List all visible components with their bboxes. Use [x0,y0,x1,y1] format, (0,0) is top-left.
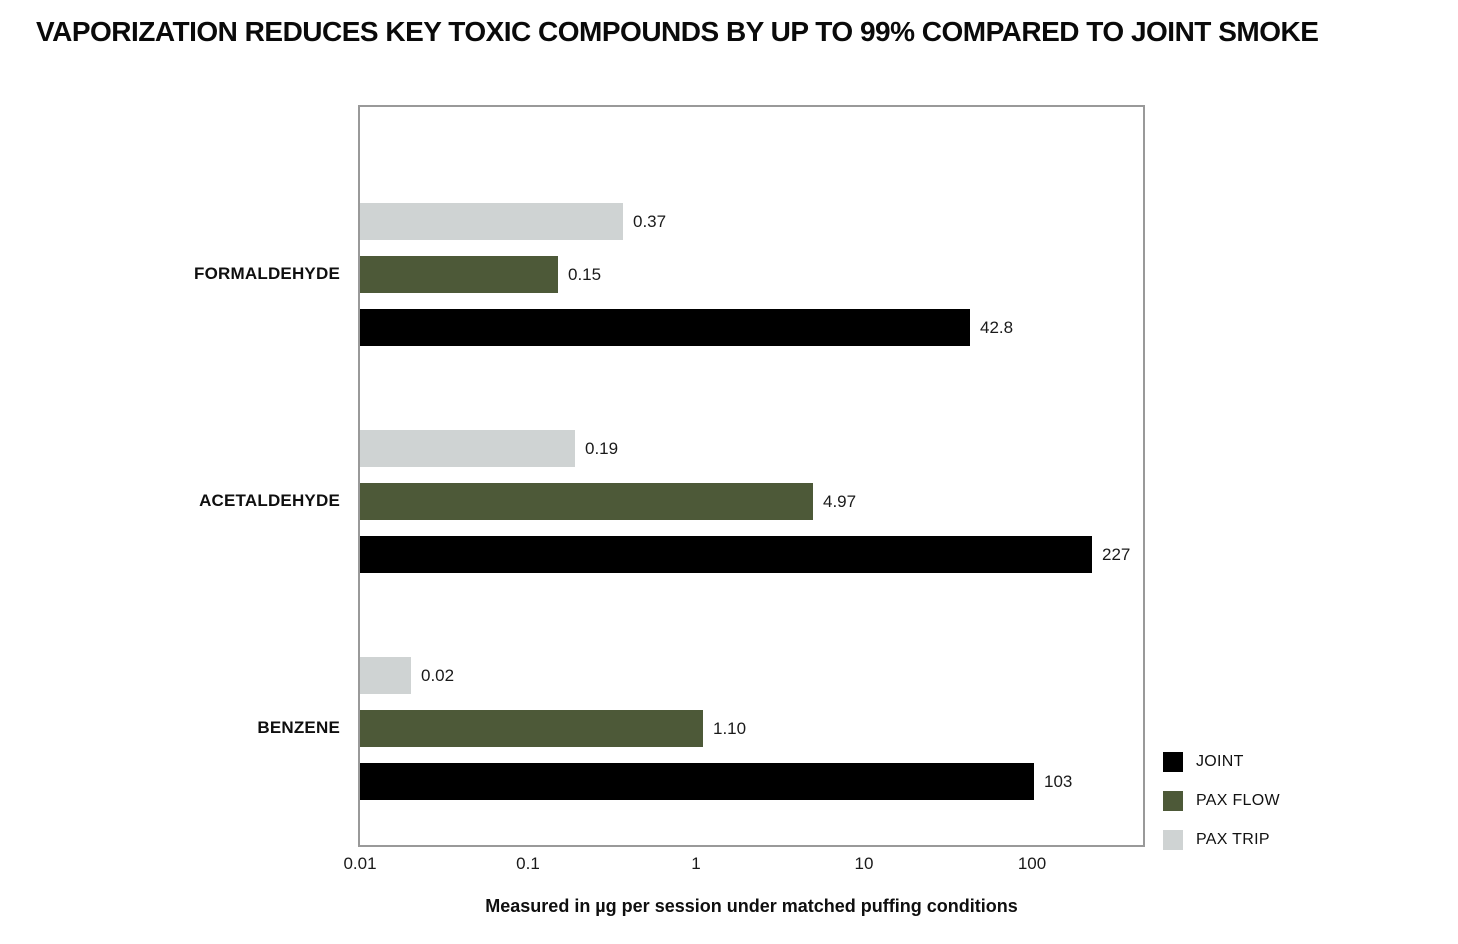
legend-label: PAX TRIP [1196,831,1270,848]
bar-value-label: 0.02 [421,665,455,685]
legend-label: PAX FLOW [1196,792,1280,809]
x-tick-label: 0.1 [516,854,540,873]
plot-area: 42.8 0.15 0.37 227 4.97 0.19 103 1.10 0.02 [358,105,1145,847]
chart-title: VAPORIZATION REDUCES KEY TOXIC COMPOUNDS… [36,16,1319,47]
category-label-formaldehyde: FORMALDEHYDE [194,263,340,283]
legend-item-pax-flow: PAX FLOW [1163,791,1280,811]
category-label-acetaldehyde: ACETALDEHYDE [199,490,340,510]
category-label-benzene: BENZENE [257,717,340,737]
x-tick-label: 10 [854,854,874,873]
bar-value-label: 227 [1102,544,1131,564]
bar-value-label: 1.10 [713,718,747,738]
bar-pax-flow-formaldehyde [360,256,558,293]
legend-swatch-pax-trip [1163,830,1183,850]
x-tick-label: 100 [1017,854,1047,873]
legend: JOINT PAX FLOW PAX TRIP [1163,752,1280,869]
legend-swatch-pax-flow [1163,791,1183,811]
x-tick-label: 0.01 [343,854,377,873]
bar-pax-flow-benzene [360,710,703,747]
bar-joint-formaldehyde [360,309,970,346]
bar-value-label: 0.15 [568,264,602,284]
bar-pax-trip-acetaldehyde [360,430,575,467]
bar-value-label: 0.19 [585,438,619,458]
bar-value-label: 42.8 [980,317,1014,337]
x-axis-label: Measured in µg per session under matched… [485,896,1018,916]
bar-value-label: 0.37 [633,211,667,231]
legend-item-joint: JOINT [1163,752,1280,772]
legend-item-pax-trip: PAX TRIP [1163,830,1280,850]
bar-pax-flow-acetaldehyde [360,483,813,520]
x-tick-label: 1 [691,854,701,873]
bar-joint-benzene [360,763,1034,800]
legend-swatch-joint [1163,752,1183,772]
bar-pax-trip-benzene [360,657,411,694]
bar-value-label: 103 [1044,771,1073,791]
bar-joint-acetaldehyde [360,536,1092,573]
bar-pax-trip-formaldehyde [360,203,623,240]
legend-label: JOINT [1196,753,1244,770]
bar-value-label: 4.97 [823,491,857,511]
